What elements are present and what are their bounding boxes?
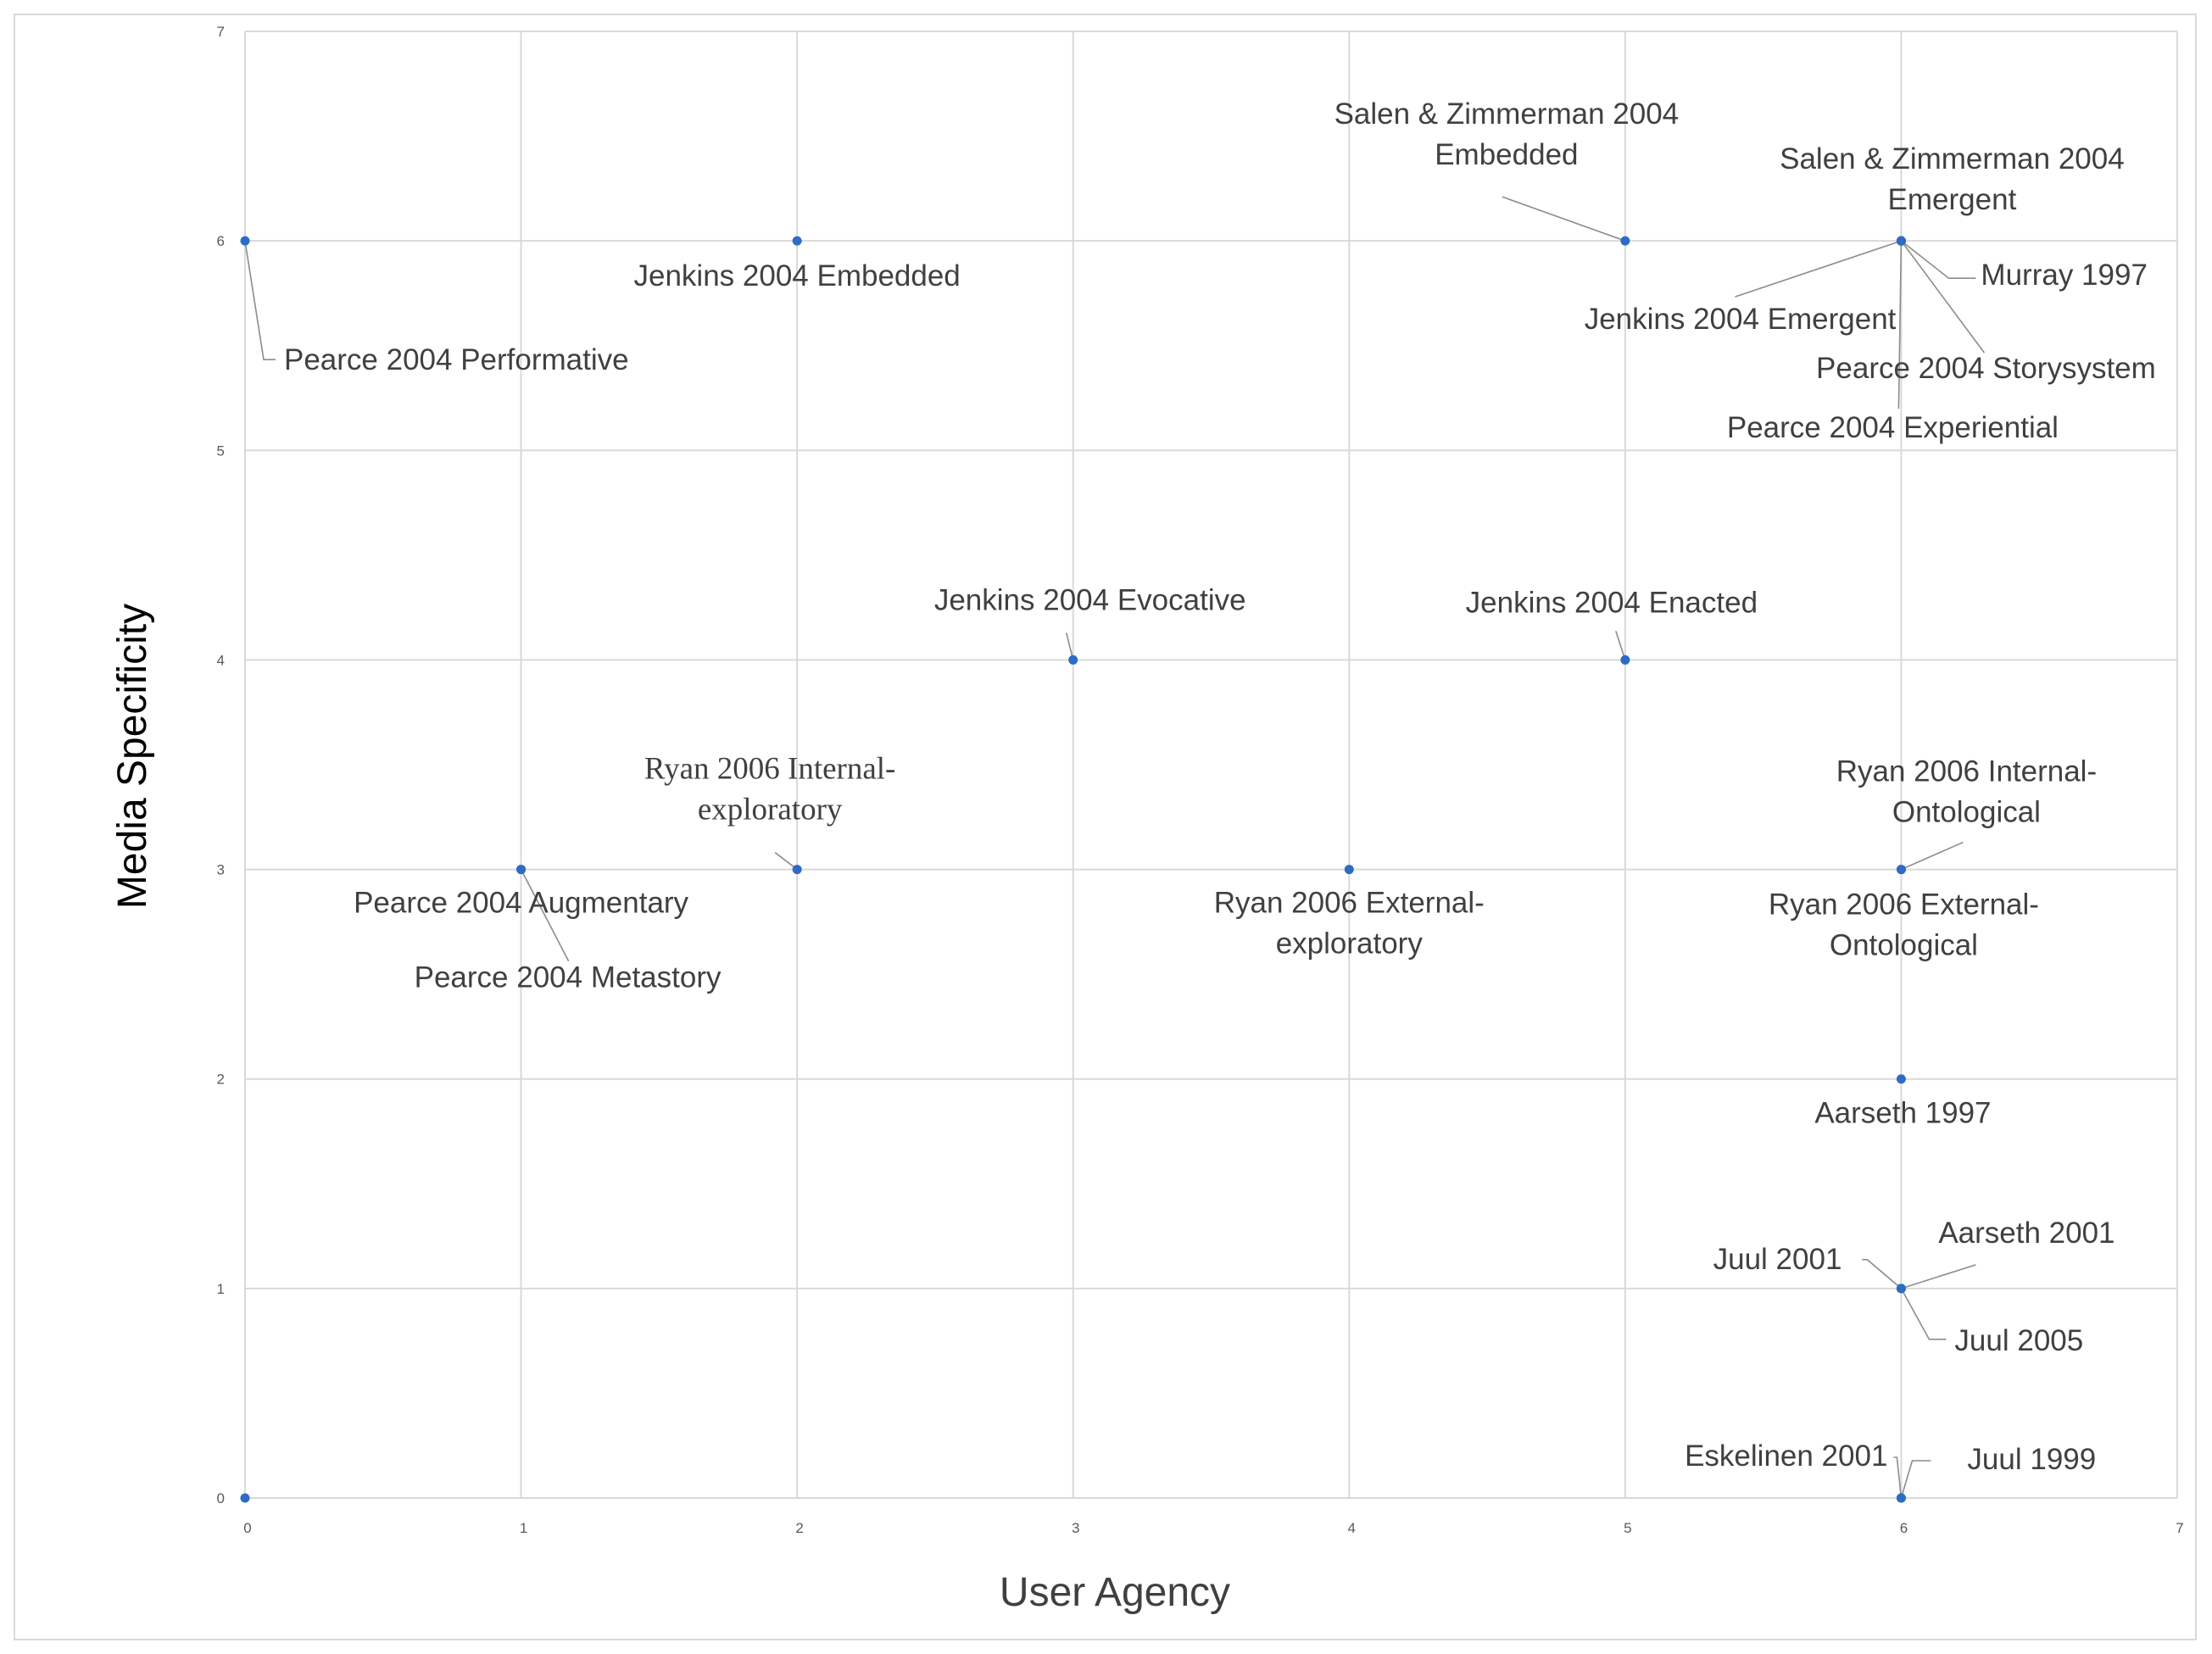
y-tick-label: 4: [217, 652, 225, 668]
point-label: Jenkins 2004 Enacted: [1466, 586, 1758, 619]
point-label: Juul 1999: [1967, 1443, 2096, 1476]
label-leader-line: [1900, 1288, 1947, 1340]
data-point: [1896, 1493, 1906, 1503]
point-label: Jenkins 2004 Emergent: [1585, 303, 1897, 336]
x-tick-label: 6: [1900, 1520, 1908, 1536]
y-tick-label: 5: [217, 443, 225, 459]
label-leader-line: [1897, 241, 1903, 409]
data-point: [1068, 654, 1078, 665]
data-point: [1896, 865, 1906, 875]
point-label: Ryan 2006 Internal-exploratory: [644, 752, 896, 827]
data-point: [240, 1493, 250, 1503]
point-label: Pearce 2004 Augmentary: [354, 887, 688, 920]
x-tick-label: 2: [795, 1520, 803, 1536]
x-tick-label: 5: [1624, 1520, 1631, 1536]
tick-layer: 0 1 2 3 4 5 6 7 0 1 2 3 4 5 6 7: [217, 24, 2184, 1536]
label-leader-line: [1901, 841, 1964, 871]
y-tick-label: 7: [217, 24, 225, 40]
point-label: Salen & Zimmerman 2004 Emergent: [1780, 142, 2125, 216]
grid-layer: [244, 31, 2178, 1499]
data-point: [516, 865, 527, 875]
data-point: [792, 236, 802, 246]
x-tick-label: 1: [520, 1520, 527, 1536]
label-leader-line: [1901, 1264, 1976, 1289]
x-tick-label: 3: [1072, 1520, 1079, 1536]
label-leader-line: [1615, 631, 1626, 660]
point-label: Pearce 2004 Performative: [284, 343, 629, 376]
point-layer: [240, 236, 1906, 1503]
label-leader-line: [1502, 196, 1626, 242]
label-leader-line: [1735, 240, 1902, 298]
label-leader-line: [1893, 1456, 1903, 1499]
x-tick-label: 4: [1348, 1520, 1356, 1536]
x-tick-label: 0: [243, 1520, 251, 1536]
point-label: Juul 2005: [1954, 1324, 2083, 1357]
label-layer: Pearce 2004 Performative Jenkins 2004 Emb…: [284, 97, 2156, 1476]
point-label: Jenkins 2004 Evocative: [934, 583, 1246, 616]
y-tick-label: 6: [217, 233, 225, 249]
point-label: Juul 2001: [1713, 1243, 1842, 1276]
y-tick-label: 3: [217, 862, 225, 878]
chart-frame: [14, 14, 2197, 1640]
data-point: [1896, 236, 1906, 246]
point-label: Ryan 2006 External-Ontological: [1769, 888, 2039, 962]
data-point: [1896, 1074, 1906, 1084]
y-tick-label: 0: [217, 1490, 225, 1506]
data-point: [1620, 236, 1630, 246]
label-leader-line: [520, 869, 570, 961]
point-label: Pearce 2004 Storysystem: [1816, 352, 2156, 385]
label-leader-line: [1900, 1460, 1931, 1499]
point-label: Eskelinen 2001: [1685, 1440, 1887, 1473]
point-label: Ryan 2006 External-exploratory: [1214, 887, 1485, 961]
point-label: Aarseth 2001: [1938, 1217, 2114, 1250]
label-leader-line: [244, 241, 276, 360]
y-tick-label: 1: [217, 1281, 225, 1297]
data-point: [1896, 1284, 1906, 1294]
leader-layer: [244, 196, 1986, 1499]
data-point: [1620, 654, 1630, 665]
x-tick-label: 7: [2176, 1520, 2183, 1536]
x-axis-title: User Agency: [1000, 1570, 1230, 1615]
point-label: Jenkins 2004 Embedded: [634, 259, 961, 292]
data-point: [1344, 865, 1354, 875]
label-leader-line: [1900, 240, 1976, 279]
point-label: Pearce 2004 Metastory: [415, 961, 722, 994]
label-leader-line: [1900, 240, 1986, 354]
label-leader-line: [1862, 1259, 1902, 1289]
y-axis-title: Media Specificity: [110, 604, 155, 909]
y-tick-label: 2: [217, 1072, 225, 1088]
point-label: Salen & Zimmerman 2004 Embedded: [1334, 97, 1680, 171]
point-label: Aarseth 1997: [1814, 1097, 1991, 1130]
point-label: Pearce 2004 Experiential: [1727, 411, 2059, 444]
point-label: Ryan 2006 Internal-Ontological: [1836, 755, 2097, 829]
point-label: Murray 1997: [1981, 259, 2147, 292]
data-point: [240, 236, 250, 246]
data-point: [792, 865, 802, 875]
